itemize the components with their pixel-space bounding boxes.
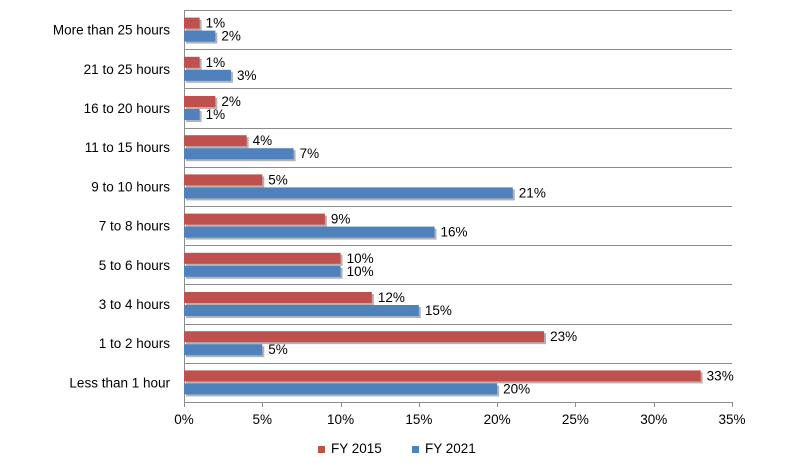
x-tick-label: 25% — [562, 412, 589, 427]
data-label: 1% — [206, 16, 226, 31]
x-tick-label: 10% — [327, 412, 354, 427]
data-label: 4% — [253, 133, 273, 148]
data-labels: 1%2%1%3%2%1%4%7%5%21%9%16%10%10%12%15%23… — [206, 16, 734, 397]
category-label: 16 to 20 hours — [84, 101, 171, 116]
data-label: 10% — [347, 264, 374, 279]
data-label: 10% — [347, 251, 374, 266]
category-label: 9 to 10 hours — [91, 179, 170, 194]
bar-fy2021 — [184, 383, 498, 395]
bar-fy2021 — [184, 109, 200, 120]
value-axis: 0% 5% 10% 15% 20% 25% 30% 35% — [174, 402, 746, 427]
bar-fy2015 — [184, 370, 701, 382]
data-label: 15% — [425, 303, 452, 318]
data-label: 20% — [503, 381, 530, 396]
bar-fy2015 — [184, 213, 325, 225]
data-label: 9% — [331, 212, 351, 227]
bar-fy2015 — [184, 252, 341, 264]
category-label: More than 25 hours — [53, 23, 170, 38]
bar-fy2015 — [184, 292, 372, 303]
data-label: 16% — [441, 225, 468, 240]
data-label: 7% — [300, 146, 320, 161]
bar-fy2015 — [184, 17, 200, 29]
category-label: 3 to 4 hours — [99, 297, 171, 312]
bar-fy2021 — [184, 226, 435, 238]
bar-fy2021 — [184, 344, 263, 356]
x-tick-label: 15% — [405, 412, 432, 427]
bar-fy2021 — [184, 30, 216, 42]
category-label: 11 to 15 hours — [85, 140, 171, 155]
category-label: 21 to 25 hours — [84, 62, 171, 77]
x-tick-label: 30% — [640, 412, 667, 427]
legend: FY 2015 FY 2021 — [318, 441, 476, 456]
data-label: 1% — [206, 107, 226, 122]
x-tick-label: 20% — [484, 412, 511, 427]
data-label: 21% — [519, 185, 546, 200]
data-label: 2% — [221, 29, 241, 44]
bar-fy2015 — [184, 174, 263, 186]
bar-fy2021 — [184, 265, 341, 277]
data-label: 2% — [221, 94, 241, 109]
x-tick-label: 5% — [253, 412, 273, 427]
gridlines — [184, 10, 732, 407]
bar-fy2021 — [184, 187, 513, 199]
x-tick-label: 0% — [174, 412, 194, 427]
data-label: 33% — [707, 368, 734, 383]
category-label: 7 to 8 hours — [99, 219, 171, 234]
data-label: 12% — [378, 290, 405, 305]
bar-fy2015 — [184, 135, 247, 147]
data-label: 23% — [550, 329, 577, 344]
legend-swatch — [318, 446, 325, 453]
category-label: 5 to 6 hours — [99, 258, 171, 273]
data-label: 5% — [268, 342, 288, 357]
bars — [184, 17, 703, 397]
bar-fy2021 — [184, 69, 231, 81]
bar-fy2021 — [184, 305, 419, 316]
legend-swatch — [412, 446, 419, 453]
bar-fy2015 — [184, 96, 216, 107]
category-label: 1 to 2 hours — [99, 336, 171, 351]
category-label: Less than 1 hour — [69, 375, 170, 390]
x-tick-label: 35% — [718, 412, 745, 427]
legend-label: FY 2021 — [425, 441, 476, 456]
bar-fy2015 — [184, 56, 200, 68]
legend-label: FY 2015 — [331, 441, 382, 456]
data-label: 5% — [268, 172, 288, 187]
data-label: 1% — [206, 55, 226, 70]
category-axis: More than 25 hours 21 to 25 hours 16 to 20… — [53, 23, 171, 391]
data-label: 3% — [237, 68, 257, 83]
bar-fy2021 — [184, 148, 294, 160]
bar-fy2015 — [184, 331, 545, 343]
